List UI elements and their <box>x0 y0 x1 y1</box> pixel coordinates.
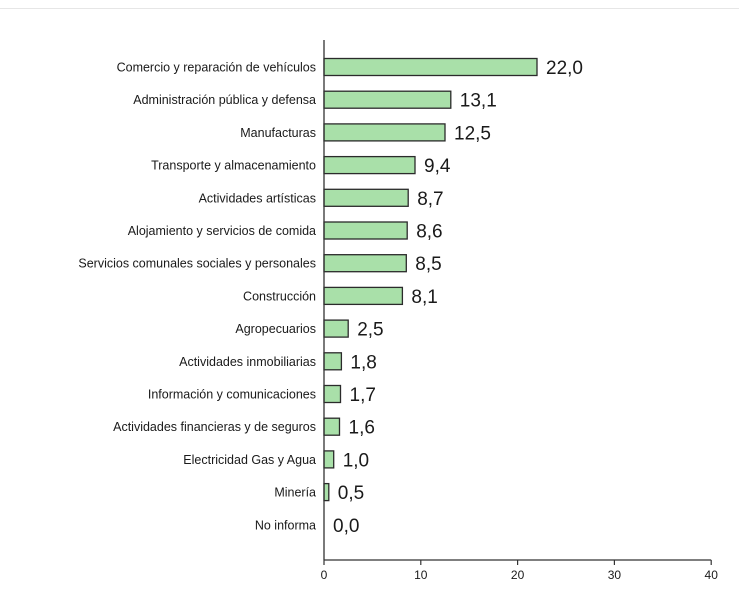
x-tick-label: 10 <box>414 568 428 582</box>
bar <box>323 319 349 338</box>
bar <box>323 254 407 273</box>
value-label: 1,8 <box>350 352 376 373</box>
bar <box>323 57 538 77</box>
value-label: 8,5 <box>415 254 441 275</box>
category-label: Electricidad Gas y Agua <box>183 453 316 467</box>
bar <box>323 221 408 240</box>
bar <box>323 123 446 142</box>
category-label: Actividades artísticas <box>199 191 316 205</box>
bar <box>323 482 330 502</box>
category-label: Servicios comunales sociales y personale… <box>78 257 316 271</box>
value-label: 22,0 <box>546 58 583 79</box>
category-label: Manufacturas <box>240 126 316 140</box>
value-label: 8,1 <box>411 287 437 308</box>
value-labels-group: 22,0 13,1 12,59,4 8,7 8,6 8,5 8,1 2,5 1,8 1,7 1,6 1… <box>333 58 583 537</box>
category-label: Construcción <box>243 289 316 303</box>
category-labels-group: Comercio y reparación de vehículos Admini… <box>78 61 316 533</box>
value-label: 1,7 <box>350 385 376 406</box>
value-label: 0,0 <box>333 516 359 537</box>
bar <box>323 352 343 371</box>
value-label: 8,7 <box>417 189 443 210</box>
x-tick-label: 0 <box>321 568 328 582</box>
category-label: Agropecuarios <box>235 322 316 336</box>
value-label: 2,5 <box>357 320 383 341</box>
bar <box>323 384 342 404</box>
bar <box>323 450 335 469</box>
top-divider <box>0 8 739 9</box>
value-label: 1,0 <box>343 450 369 471</box>
x-tick-label: 40 <box>705 568 719 582</box>
value-label: 13,1 <box>460 91 497 112</box>
x-tick-label: 20 <box>511 568 525 582</box>
category-label: No informa <box>255 518 316 532</box>
bar <box>323 188 409 207</box>
value-label: 8,6 <box>416 222 442 243</box>
bar <box>323 417 341 436</box>
category-label: Actividades inmobiliarias <box>179 355 316 369</box>
value-label: 9,4 <box>424 156 451 177</box>
category-label: Alojamiento y servicios de comida <box>128 224 316 238</box>
value-label: 0,5 <box>338 483 364 504</box>
category-label: Administración pública y defensa <box>133 93 316 107</box>
category-label: Comercio y reparación de vehículos <box>117 61 316 75</box>
value-label: 1,6 <box>349 418 375 439</box>
category-label: Minería <box>274 486 316 500</box>
value-label: 12,5 <box>454 123 491 144</box>
x-tick-label: 30 <box>608 568 622 582</box>
category-label: Información y comunicaciones <box>148 388 316 402</box>
bar <box>323 90 452 109</box>
bar <box>323 286 404 306</box>
category-label: Transporte y almacenamiento <box>151 159 316 173</box>
x-axis-group: 0 10 20 30 40 <box>321 40 719 582</box>
category-label: Actividades financieras y de seguros <box>113 420 316 434</box>
bar <box>323 155 416 175</box>
